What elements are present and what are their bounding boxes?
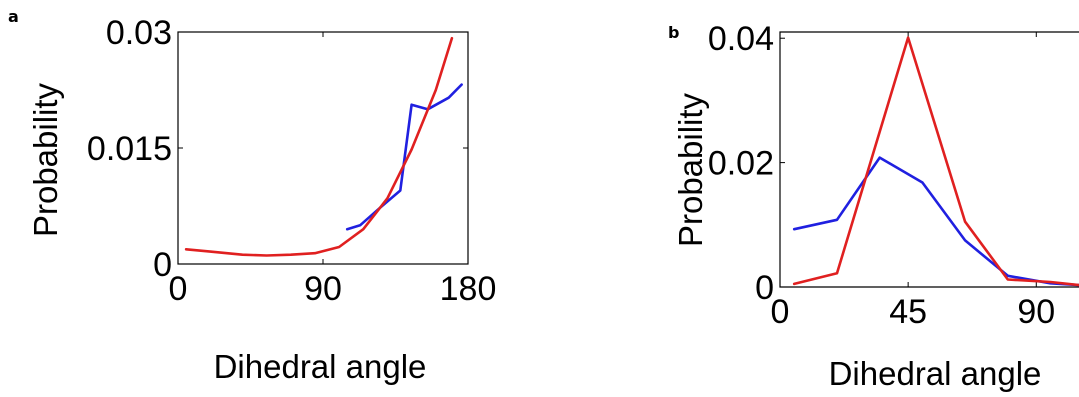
panel-a-y-tick-label: 0 [153, 246, 172, 284]
panel-b-letter: b [668, 23, 679, 42]
panel-b-series-1-line [792, 156, 1079, 287]
panel-b: b 0 45 90 0 0.02 0.04 Dihedral angle Probabil… [668, 20, 1079, 392]
panel-b-series-2-line [792, 36, 1079, 287]
panel-b-plot-area: 0 45 90 0 0.02 0.04 [708, 20, 1079, 331]
panel-a-y-tick-label: 0.03 [106, 14, 172, 52]
panel-a-y-tick-label: 0.015 [87, 130, 172, 168]
panel-a-letter: a [8, 7, 19, 26]
panel-b-axes-frame [779, 31, 1079, 288]
panel-b-y-tick-label: 0.02 [708, 145, 774, 183]
panel-a-x-tick-label: 0 [169, 270, 188, 308]
panel-b-x-tick-label: 45 [889, 293, 927, 331]
panel-a-x-tick-label: 180 [440, 270, 497, 308]
panel-b-y-tick-label: 0.04 [708, 20, 774, 58]
panel-a-series-2-line [184, 36, 454, 257]
panel-a-series-1-line [345, 83, 463, 231]
panel-a-x-axis-label: Dihedral angle [214, 348, 427, 385]
panel-a-axes-frame [177, 31, 469, 265]
panel-b-y-axis-label: Probability [672, 92, 709, 247]
panel-a-x-tick-label: 90 [304, 270, 342, 308]
panel-a: a 0 90 180 0 0.015 0.03 Dihedral angle Probab… [8, 7, 496, 385]
panel-b-x-tick-label: 90 [1017, 293, 1055, 331]
panel-b-x-tick-label: 0 [771, 293, 790, 331]
panel-b-x-axis-label: Dihedral angle [829, 355, 1042, 392]
panel-a-y-axis-label: Probability [27, 82, 64, 237]
panel-b-y-tick-label: 0 [755, 269, 774, 307]
panel-a-plot-area: 0 90 180 0 0.015 0.03 [87, 14, 496, 308]
